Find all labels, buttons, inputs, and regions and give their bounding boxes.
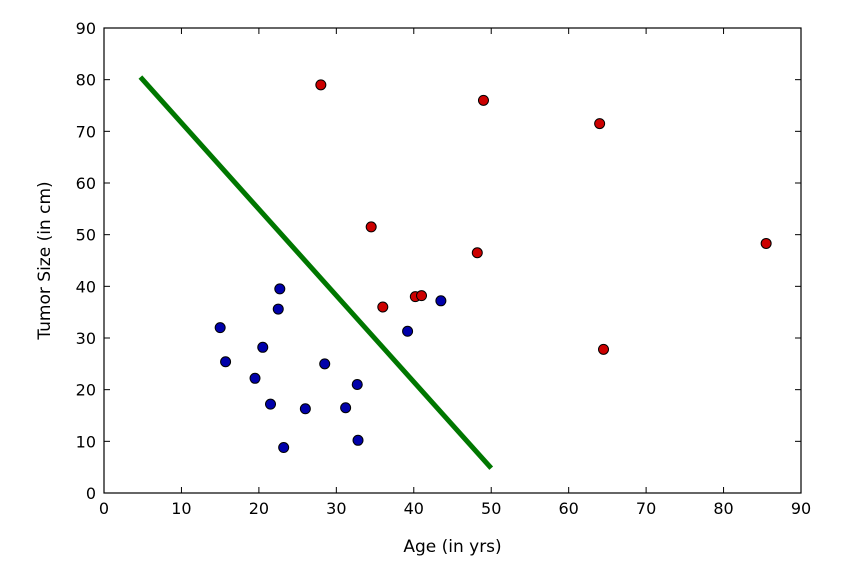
y-tick-label: 80: [76, 71, 96, 90]
blue-data-point: [299, 403, 311, 415]
blue-data-point: [265, 398, 277, 410]
y-tick-label: 40: [76, 277, 96, 296]
blue-data-point: [352, 434, 364, 446]
blue-data-point: [274, 283, 286, 295]
red-data-point: [365, 221, 377, 233]
blue-data-point: [435, 295, 447, 307]
ticks-layer: 0 10 20 30 40 50 60 70 80 90 0 10 20 30 40 50 60 70 80 90: [76, 19, 812, 518]
blue-data-point: [249, 372, 261, 384]
blue-data-point: [220, 356, 232, 368]
x-tick-label: 0: [99, 499, 109, 518]
x-tick-label: 70: [636, 499, 656, 518]
x-axis-label: Age (in yrs): [403, 537, 501, 557]
red-data-point: [471, 247, 483, 259]
red-data-point: [760, 237, 772, 249]
y-tick-label: 30: [76, 329, 96, 348]
red-data-point: [477, 94, 489, 106]
x-tick-label: 90: [791, 499, 811, 518]
x-tick-label: 50: [481, 499, 501, 518]
y-tick-label: 60: [76, 174, 96, 193]
x-tick-label: 10: [171, 499, 191, 518]
blue-data-point: [278, 442, 290, 454]
y-tick-label: 50: [76, 226, 96, 245]
y-tick-label: 70: [76, 122, 96, 141]
y-tick-label: 90: [76, 19, 96, 38]
x-tick-label: 60: [558, 499, 578, 518]
plot-frame: [103, 27, 802, 494]
blue-data-point: [257, 341, 269, 353]
y-tick-label: 20: [76, 381, 96, 400]
blue-data-point: [214, 322, 226, 334]
red-data-point: [598, 343, 610, 355]
blue-data-point: [402, 325, 414, 337]
x-tick-label: 20: [249, 499, 269, 518]
x-tick-label: 80: [713, 499, 733, 518]
blue-data-point: [351, 379, 363, 390]
red-data-point: [377, 301, 389, 313]
blue-data-point: [340, 402, 352, 414]
blue-data-point: [272, 303, 284, 315]
y-axis-label: Tumor Size (in cm): [35, 181, 55, 340]
y-tick-label: 10: [76, 432, 96, 451]
decision-boundary-line: [138, 75, 494, 470]
red-data-point: [416, 290, 428, 302]
blue-data-point: [319, 358, 331, 370]
red-data-point: [315, 79, 327, 91]
red-data-point: [594, 118, 606, 130]
line-layer: [138, 75, 494, 470]
x-tick-label: 30: [326, 499, 346, 518]
y-tick-label: 0: [86, 484, 96, 503]
x-tick-label: 40: [404, 499, 424, 518]
points-layer: [214, 79, 772, 454]
